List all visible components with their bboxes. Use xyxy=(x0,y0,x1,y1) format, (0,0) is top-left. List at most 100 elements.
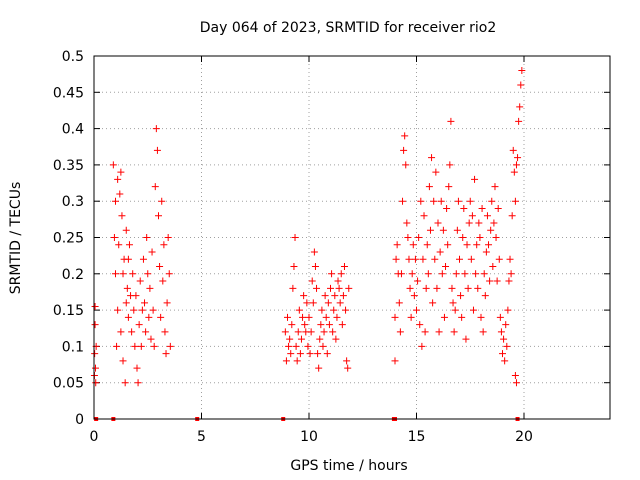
data-point xyxy=(343,357,351,365)
data-point xyxy=(477,313,485,321)
data-point xyxy=(422,284,430,292)
data-point xyxy=(475,219,483,227)
data-point xyxy=(152,125,160,133)
data-point xyxy=(464,284,472,292)
data-point xyxy=(405,255,413,263)
data-point xyxy=(439,226,447,234)
data-point xyxy=(495,255,503,263)
data-point xyxy=(301,321,309,329)
data-point xyxy=(465,219,473,227)
data-point xyxy=(288,321,296,329)
y-tick-label: 0.25 xyxy=(53,231,84,247)
data-point xyxy=(429,299,437,307)
data-point xyxy=(506,255,514,263)
data-point xyxy=(119,357,127,365)
data-point xyxy=(125,241,133,249)
data-point xyxy=(128,328,136,336)
data-point xyxy=(472,270,480,278)
data-point xyxy=(408,270,416,278)
data-point xyxy=(516,103,524,111)
data-point xyxy=(468,212,476,220)
data-point xyxy=(448,284,456,292)
data-point xyxy=(416,321,424,329)
data-point xyxy=(122,299,130,307)
data-point xyxy=(150,342,158,350)
data-point xyxy=(490,219,498,227)
data-point xyxy=(156,263,164,271)
data-point xyxy=(400,146,408,154)
data-point xyxy=(478,204,486,212)
data-point xyxy=(443,204,451,212)
data-point xyxy=(483,212,491,220)
data-point xyxy=(306,350,314,358)
data-point xyxy=(114,175,122,183)
data-point xyxy=(319,342,327,350)
data-point xyxy=(340,263,348,271)
data-point xyxy=(145,313,153,321)
data-point xyxy=(345,284,353,292)
data-point xyxy=(430,197,438,205)
data-point xyxy=(409,241,417,249)
data-point xyxy=(433,284,441,292)
data-point xyxy=(418,342,426,350)
x-tick-label: 20 xyxy=(515,429,533,445)
data-point xyxy=(138,306,146,314)
data-point xyxy=(91,321,99,329)
data-point xyxy=(148,248,156,256)
data-point xyxy=(451,306,459,314)
data-point xyxy=(132,292,140,300)
data-point xyxy=(456,255,463,263)
data-point xyxy=(481,292,489,300)
data-point xyxy=(286,335,294,343)
data-point xyxy=(491,183,499,191)
data-point xyxy=(310,248,318,256)
data-point xyxy=(497,328,505,336)
y-tick-label: 0.1 xyxy=(62,339,84,355)
data-point xyxy=(293,357,301,365)
data-point xyxy=(316,335,324,343)
data-point xyxy=(92,364,100,372)
data-point xyxy=(492,234,500,241)
data-point xyxy=(335,284,343,292)
data-point xyxy=(113,342,121,350)
data-point xyxy=(467,255,475,263)
data-point xyxy=(292,342,300,350)
data-point xyxy=(500,335,508,343)
data-point xyxy=(165,270,173,278)
data-point xyxy=(391,357,399,365)
data-point xyxy=(295,306,303,314)
data-point xyxy=(447,117,455,125)
data-point xyxy=(91,302,99,310)
data-point xyxy=(307,328,315,336)
x-tick-label: 0 xyxy=(90,429,99,445)
data-point xyxy=(486,277,494,285)
data-point xyxy=(453,226,461,234)
data-point xyxy=(482,248,490,256)
data-point xyxy=(289,284,297,292)
data-point xyxy=(424,270,432,278)
data-point xyxy=(109,161,117,169)
data-point xyxy=(137,342,145,350)
data-point xyxy=(285,342,293,350)
data-point xyxy=(428,154,436,162)
y-tick-label: 0.4 xyxy=(62,122,84,138)
data-point xyxy=(496,313,504,321)
data-point xyxy=(488,197,496,205)
data-point xyxy=(130,306,138,314)
data-point xyxy=(91,350,99,358)
data-point xyxy=(141,299,149,307)
data-point xyxy=(393,241,401,249)
data-point xyxy=(410,292,418,300)
data-point xyxy=(417,197,425,205)
data-point xyxy=(415,234,423,241)
data-point xyxy=(296,350,304,358)
data-point xyxy=(437,197,445,205)
data-point xyxy=(395,299,403,307)
data-point xyxy=(153,146,161,154)
data-point xyxy=(320,328,328,336)
data-point xyxy=(332,335,340,343)
data-point xyxy=(92,379,100,387)
data-point xyxy=(333,313,341,321)
data-point xyxy=(413,306,420,314)
data-point xyxy=(435,328,443,336)
